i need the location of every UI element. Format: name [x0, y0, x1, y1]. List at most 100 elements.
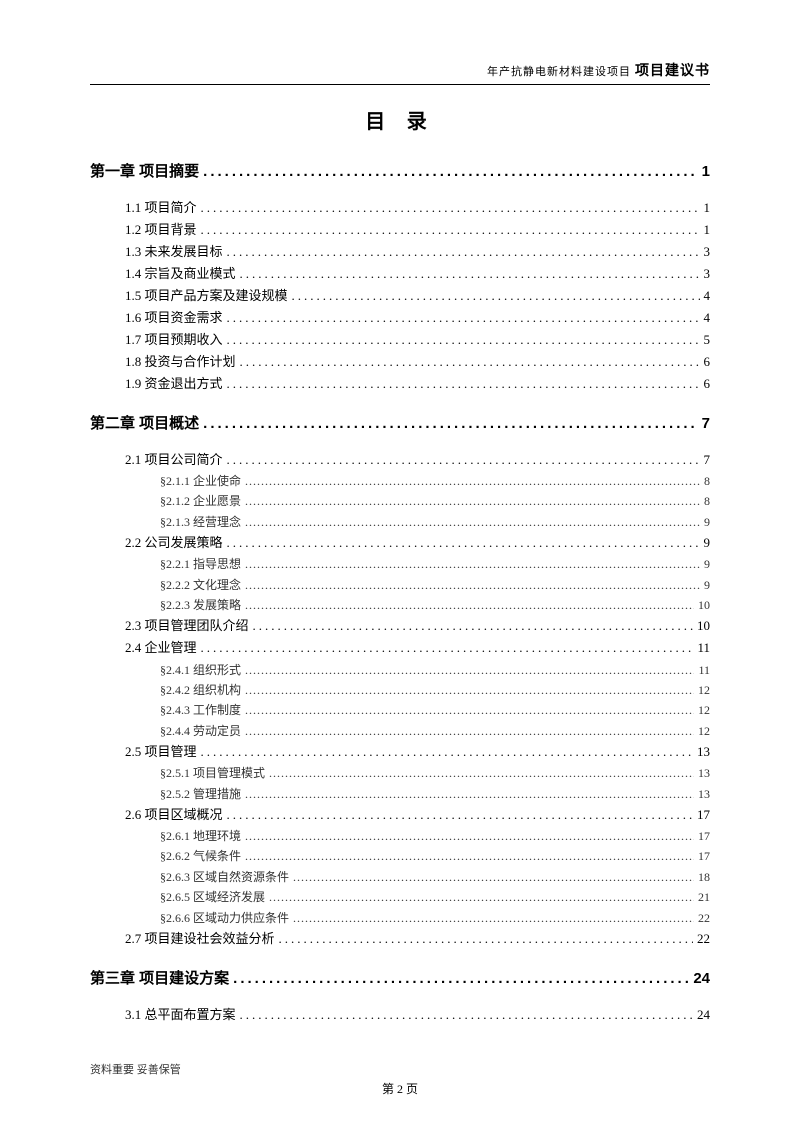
- toc-entry-chapter: 第二章 项目概述................................…: [90, 411, 710, 437]
- toc-dots: ........................................…: [240, 1004, 693, 1026]
- toc-label: 1.6 项目资金需求: [125, 307, 223, 329]
- toc-page: 6: [704, 351, 711, 373]
- toc-page: 10: [697, 615, 710, 637]
- toc-entry-section: 3.1 总平面布置方案.............................…: [90, 1004, 710, 1026]
- toc-dots: ........................................…: [227, 307, 700, 329]
- toc-label: §2.4.2 组织机构: [160, 680, 241, 700]
- toc-entry-subsection: §2.4.2 组织机构.............................…: [90, 680, 710, 700]
- toc-page: 22: [698, 908, 710, 928]
- toc-label: 1.4 宗旨及商业模式: [125, 263, 236, 285]
- toc-label: 2.7 项目建设社会效益分析: [125, 928, 275, 950]
- toc-entry-section: 2.5 项目管理................................…: [90, 741, 710, 763]
- toc-page: 1: [702, 159, 710, 185]
- toc-page: 1: [704, 219, 711, 241]
- toc-page: 8: [704, 471, 710, 491]
- toc-entry-section: 2.1 项目公司简介..............................…: [90, 449, 710, 471]
- toc-dots: ........................................…: [245, 660, 694, 680]
- toc-page: 22: [697, 928, 710, 950]
- toc-label: 2.3 项目管理团队介绍: [125, 615, 249, 637]
- toc-label: 第一章 项目摘要: [90, 159, 199, 185]
- toc-dots: ........................................…: [201, 197, 700, 219]
- toc-entry-subsection: §2.4.1 组织形式.............................…: [90, 660, 710, 680]
- page-header: 年产抗静电新材料建设项目 项目建议书: [90, 60, 710, 85]
- toc-page: 4: [704, 285, 711, 307]
- toc-dots: ........................................…: [227, 241, 700, 263]
- toc-entry-subsection: §2.2.3 发展策略.............................…: [90, 595, 710, 615]
- toc-entry-chapter: 第三章 项目建设方案..............................…: [90, 966, 710, 992]
- toc-entry-section: 1.5 项目产品方案及建设规模.........................…: [90, 285, 710, 307]
- toc-page: 12: [698, 680, 710, 700]
- toc-entry-chapter: 第一章 项目摘要................................…: [90, 159, 710, 185]
- toc-label: 1.8 投资与合作计划: [125, 351, 236, 373]
- toc-label: §2.6.3 区域自然资源条件: [160, 867, 289, 887]
- toc-label: 2.4 企业管理: [125, 637, 197, 659]
- toc-dots: ........................................…: [201, 741, 693, 763]
- toc-entry-section: 1.3 未来发展目标..............................…: [90, 241, 710, 263]
- toc-page: 12: [698, 700, 710, 720]
- toc-label: 1.9 资金退出方式: [125, 373, 223, 395]
- toc-page: 13: [697, 741, 710, 763]
- toc-label: 1.7 项目预期收入: [125, 329, 223, 351]
- toc-page: 9: [704, 512, 710, 532]
- toc-entry-subsection: §2.6.6 区域动力供应条件.........................…: [90, 908, 710, 928]
- toc-entry-section: 1.4 宗旨及商业模式.............................…: [90, 263, 710, 285]
- toc-dots: ........................................…: [245, 575, 700, 595]
- toc-page: 3: [704, 263, 711, 285]
- toc-page: 4: [704, 307, 711, 329]
- toc-page: 11: [697, 637, 710, 659]
- toc-title: 目 录: [90, 105, 710, 134]
- toc-label: §2.1.2 企业愿景: [160, 491, 241, 511]
- toc-page: 8: [704, 491, 710, 511]
- toc-page: 17: [697, 804, 710, 826]
- toc-page: 9: [704, 554, 710, 574]
- toc-dots: ........................................…: [203, 411, 697, 437]
- toc-dots: ........................................…: [245, 784, 694, 804]
- toc-label: §2.2.1 指导思想: [160, 554, 241, 574]
- toc-entry-section: 2.3 项目管理团队介绍............................…: [90, 615, 710, 637]
- toc-entry-subsection: §2.6.2 气候条件.............................…: [90, 846, 710, 866]
- toc-dots: ........................................…: [227, 329, 700, 351]
- toc-entry-section: 2.6 项目区域概况..............................…: [90, 804, 710, 826]
- toc-entry-section: 1.9 资金退出方式..............................…: [90, 373, 710, 395]
- toc-page: 9: [704, 532, 711, 554]
- toc-entry-subsection: §2.5.2 管理措施.............................…: [90, 784, 710, 804]
- toc-label: 1.1 项目简介: [125, 197, 197, 219]
- toc-label: §2.1.3 经营理念: [160, 512, 241, 532]
- toc-label: 1.3 未来发展目标: [125, 241, 223, 263]
- toc-page: 17: [698, 846, 710, 866]
- toc-entry-subsection: §2.4.3 工作制度.............................…: [90, 700, 710, 720]
- toc-entry-section: 1.7 项目预期收入..............................…: [90, 329, 710, 351]
- toc-entry-section: 2.7 项目建设社会效益分析..........................…: [90, 928, 710, 950]
- toc-label: §2.6.2 气候条件: [160, 846, 241, 866]
- toc-entry-section: 2.2 公司发展策略..............................…: [90, 532, 710, 554]
- toc-dots: ........................................…: [245, 680, 694, 700]
- toc-dots: ........................................…: [227, 373, 700, 395]
- toc-entry-section: 1.1 项目简介................................…: [90, 197, 710, 219]
- toc-entry-subsection: §2.1.3 经营理念.............................…: [90, 512, 710, 532]
- toc-page: 12: [698, 721, 710, 741]
- toc-label: 第二章 项目概述: [90, 411, 199, 437]
- toc-dots: ........................................…: [245, 595, 694, 615]
- toc-body: 第一章 项目摘要................................…: [90, 159, 710, 1026]
- toc-dots: ........................................…: [245, 491, 700, 511]
- toc-dots: ........................................…: [279, 928, 693, 950]
- page-number: 第 2 页: [0, 1080, 800, 1097]
- toc-entry-subsection: §2.6.1 地理环境.............................…: [90, 826, 710, 846]
- toc-dots: ........................................…: [245, 826, 694, 846]
- toc-entry-subsection: §2.4.4 劳动定员.............................…: [90, 721, 710, 741]
- toc-page: 11: [698, 660, 710, 680]
- toc-page: 24: [697, 1004, 710, 1026]
- toc-dots: ........................................…: [245, 512, 700, 532]
- toc-label: 1.5 项目产品方案及建设规模: [125, 285, 288, 307]
- toc-label: §2.2.2 文化理念: [160, 575, 241, 595]
- toc-page: 13: [698, 763, 710, 783]
- toc-dots: ........................................…: [245, 721, 694, 741]
- toc-label: 第三章 项目建设方案: [90, 966, 229, 992]
- toc-entry-section: 2.4 企业管理................................…: [90, 637, 710, 659]
- toc-label: §2.4.1 组织形式: [160, 660, 241, 680]
- toc-label: §2.5.1 项目管理模式: [160, 763, 265, 783]
- toc-label: §2.2.3 发展策略: [160, 595, 241, 615]
- toc-label: 1.2 项目背景: [125, 219, 197, 241]
- toc-label: §2.4.3 工作制度: [160, 700, 241, 720]
- toc-dots: ........................................…: [240, 263, 700, 285]
